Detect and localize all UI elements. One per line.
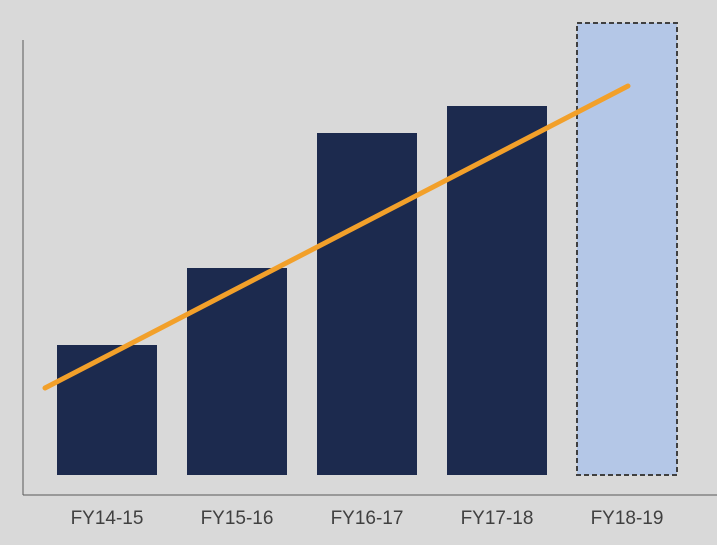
trend-line	[42, 83, 631, 391]
bar-projected-fy18-19	[576, 22, 678, 476]
bar-fy14-15	[57, 345, 157, 475]
x-tick-label: FY14-15	[71, 508, 144, 529]
x-tick-labels: FY14-15 FY15-16 FY16-17 FY17-18 FY18-19	[71, 508, 664, 529]
x-tick-label: FY18-19	[591, 508, 664, 529]
x-tick-label: FY15-16	[201, 508, 274, 529]
bar-fy16-17	[317, 133, 417, 475]
bar-fy15-16	[187, 268, 287, 475]
bars-group	[57, 22, 678, 476]
bar-fy17-18	[447, 106, 547, 475]
x-tick-label: FY16-17	[331, 508, 404, 529]
x-tick-label: FY17-18	[461, 508, 534, 529]
